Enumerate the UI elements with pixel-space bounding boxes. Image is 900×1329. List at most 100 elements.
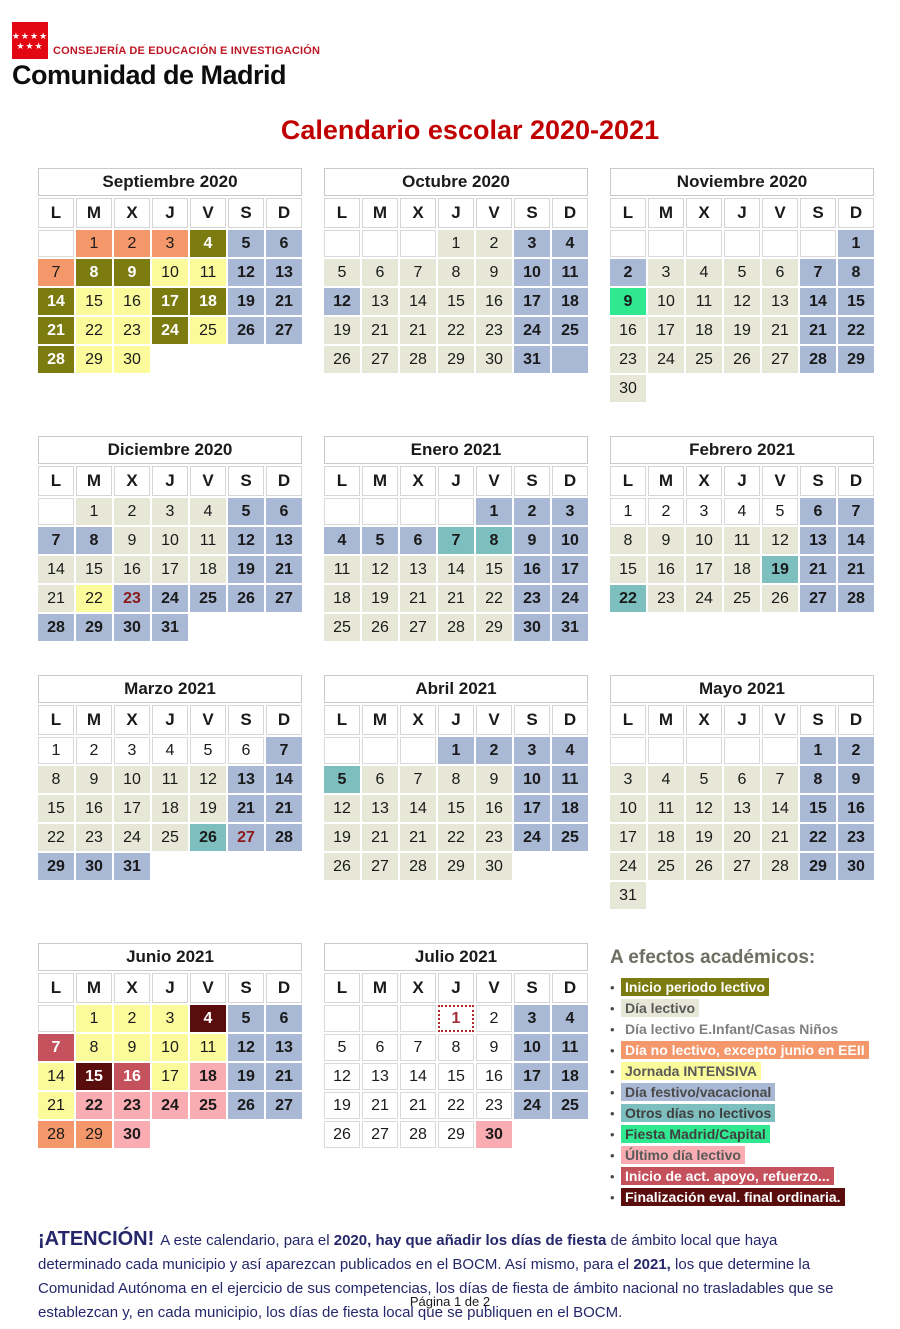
weekday-header: S <box>514 466 550 496</box>
weekday-header: V <box>476 466 512 496</box>
day-cell: 22 <box>838 317 874 344</box>
day-cell: 13 <box>800 527 836 554</box>
weekday-header: M <box>362 973 398 1003</box>
day-cell: 16 <box>76 795 112 822</box>
weekday-header: X <box>400 466 436 496</box>
day-cell: 11 <box>686 288 722 315</box>
month-day-grid: L M X J V S D 1 2 3 4 5 6 7 8 9 10 11 12 13 14 15 16 17 18 19 21 21… <box>38 973 308 1148</box>
day-cell: 22 <box>76 585 112 612</box>
day-cell: 21 <box>838 556 874 583</box>
document-header: ★★★★ ★★★ CONSEJERÍA DE EDUCACIÓN E INVES… <box>0 0 900 91</box>
day-cell: 14 <box>438 556 474 583</box>
day-cell: 23 <box>838 824 874 851</box>
day-cell: 10 <box>514 1034 550 1061</box>
day-cell: 8 <box>476 527 512 554</box>
weekday-header: V <box>190 466 226 496</box>
day-cell: 28 <box>800 346 836 373</box>
day-cell: 4 <box>686 259 722 286</box>
month-day-grid: L M X J V S D 1 2 3 4 5 6 7 8 9 10 11 12 13 14 15 16 17 18 19 21 21… <box>324 705 594 880</box>
day-cell: 21 <box>362 317 398 344</box>
day-cell: 21 <box>800 317 836 344</box>
day-cell: 18 <box>686 317 722 344</box>
day-cell: 3 <box>686 498 722 525</box>
weekday-header: V <box>190 973 226 1003</box>
weekday-header: V <box>190 198 226 228</box>
day-cell: 25 <box>552 317 588 344</box>
page-title: Calendario escolar 2020-2021 <box>280 115 660 145</box>
day-cell: 11 <box>552 766 588 793</box>
day-cell: 23 <box>476 1092 512 1119</box>
day-cell: 1 <box>800 737 836 764</box>
day-cell: 1 <box>838 230 874 257</box>
month-septiembre-2020: Septiembre 2020 L M X J V S D 1 2 3 4 5 6 7 8 9 10 11 12 13 1… <box>38 168 308 373</box>
day-cell: 2 <box>514 498 550 525</box>
day-cell: 25 <box>324 614 360 641</box>
day-cell: 26 <box>324 1121 360 1148</box>
day-cell: 23 <box>114 1092 150 1119</box>
day-cell: 1 <box>76 498 112 525</box>
legend-item: • Día festivo/vacacional <box>610 1083 880 1101</box>
day-cell: 21 <box>762 317 798 344</box>
day-cell: 13 <box>362 795 398 822</box>
day-cell: 19 <box>190 795 226 822</box>
day-cell-empty <box>800 230 836 257</box>
day-cell: 21 <box>266 556 302 583</box>
notice-segment: de ámbito local que haya determinado cad… <box>38 1232 778 1273</box>
day-cell: 30 <box>114 346 150 373</box>
day-cell: 4 <box>190 1005 226 1032</box>
legend-label: Día lectivo <box>621 999 700 1017</box>
day-cell: 3 <box>114 737 150 764</box>
flag-stars-bottom: ★★★ <box>16 40 44 51</box>
day-cell: 14 <box>38 556 74 583</box>
day-cell-empty <box>648 230 684 257</box>
day-cell: 1 <box>438 230 474 257</box>
weekday-header: J <box>152 705 188 735</box>
legend: A efectos académicos: • Inicio periodo le… <box>610 943 880 1209</box>
day-cell: 6 <box>762 259 798 286</box>
weekday-header: L <box>38 198 74 228</box>
day-cell: 13 <box>266 1034 302 1061</box>
month-day-grid: L M X J V S D 1 2 3 4 5 6 7 8 9 10 11 12 13 14 15 16 17 18 19 20 21… <box>610 705 880 909</box>
day-cell: 23 <box>476 317 512 344</box>
day-cell: 29 <box>476 614 512 641</box>
day-cell: 16 <box>476 1063 512 1090</box>
weekday-header: D <box>838 705 874 735</box>
day-cell: 17 <box>648 317 684 344</box>
day-cell: 29 <box>838 346 874 373</box>
day-cell: 6 <box>266 1005 302 1032</box>
weekday-header: J <box>724 705 760 735</box>
day-cell-empty <box>648 737 684 764</box>
weekday-header: S <box>228 973 264 1003</box>
day-cell: 5 <box>324 766 360 793</box>
day-cell: 8 <box>76 1034 112 1061</box>
day-cell: 5 <box>324 1034 360 1061</box>
day-cell: 28 <box>762 853 798 880</box>
day-cell: 24 <box>686 585 722 612</box>
legend-item: • Último día lectivo <box>610 1146 880 1164</box>
notice-segment: A este calendario, para el <box>160 1232 334 1249</box>
day-cell: 11 <box>552 1034 588 1061</box>
weekday-header: M <box>648 466 684 496</box>
day-cell: 25 <box>190 1092 226 1119</box>
day-cell: 20 <box>724 824 760 851</box>
day-cell: 8 <box>438 1034 474 1061</box>
day-cell: 5 <box>228 230 264 257</box>
day-cell: 29 <box>76 614 112 641</box>
day-cell: 7 <box>38 527 74 554</box>
day-cell: 6 <box>400 527 436 554</box>
weekday-header: L <box>38 466 74 496</box>
bullet-icon: • <box>610 979 615 995</box>
month-title: Octubre 2020 <box>324 168 588 196</box>
day-cell: 31 <box>514 346 550 373</box>
weekday-header: J <box>438 466 474 496</box>
day-cell: 19 <box>362 585 398 612</box>
legend-item: • Finalización eval. final ordinaria. <box>610 1188 880 1206</box>
weekday-header: D <box>552 973 588 1003</box>
day-cell: 13 <box>762 288 798 315</box>
notice-text: A este calendario, para el 2020, hay que… <box>38 1232 833 1321</box>
day-cell: 7 <box>400 259 436 286</box>
weekday-header: S <box>228 198 264 228</box>
day-cell: 18 <box>648 824 684 851</box>
day-cell: 9 <box>610 288 646 315</box>
day-cell: 16 <box>114 1063 150 1090</box>
